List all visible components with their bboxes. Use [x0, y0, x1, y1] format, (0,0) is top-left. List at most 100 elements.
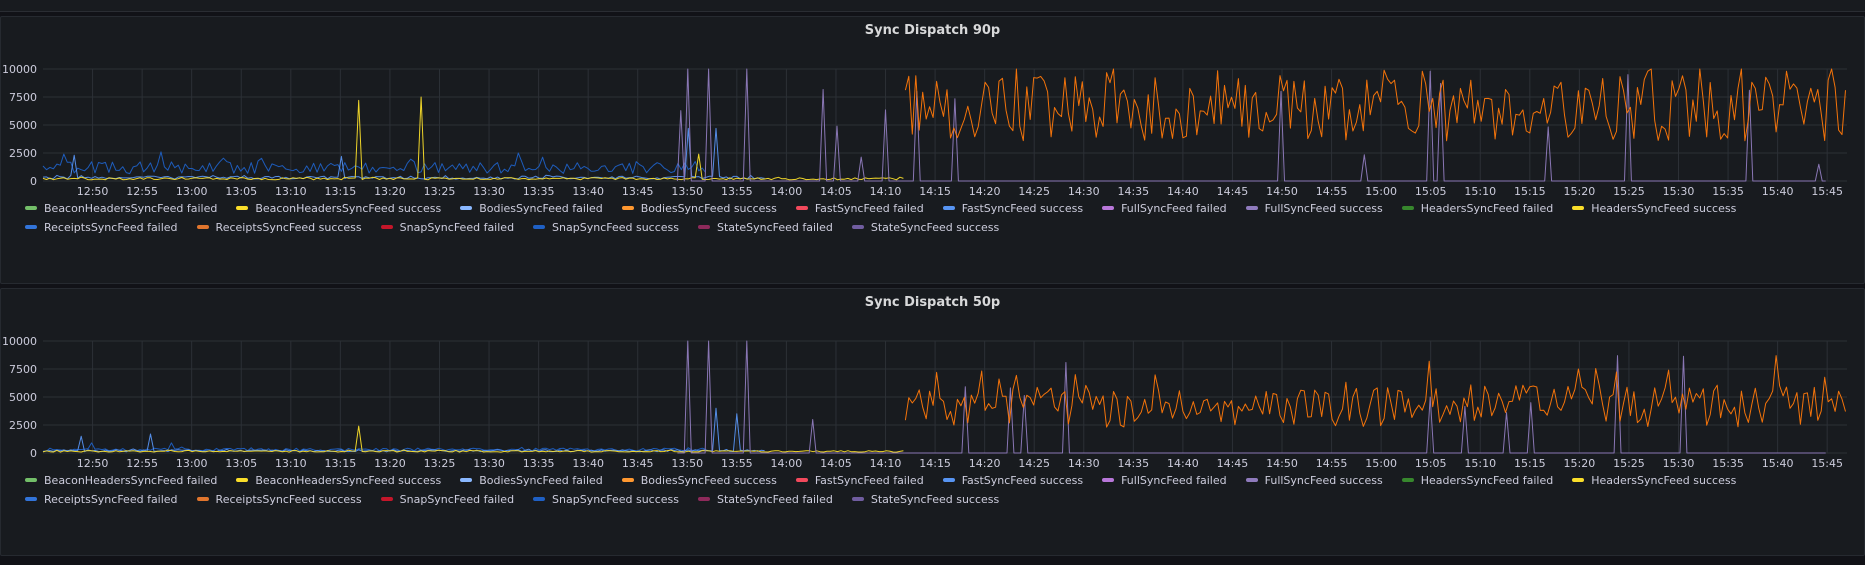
legend-item[interactable]: StateSyncFeed failed — [698, 492, 833, 506]
x-tick-label: 14:50 — [1266, 457, 1298, 470]
legend-item[interactable]: ReceiptsSyncFeed failed — [25, 492, 178, 506]
legend-item[interactable]: BeaconHeadersSyncFeed success — [236, 201, 441, 215]
legend-label: SnapSyncFeed success — [552, 220, 680, 234]
legend-label: ReceiptsSyncFeed success — [215, 220, 362, 234]
legend-item[interactable]: StateSyncFeed failed — [698, 220, 833, 234]
x-tick-label: 14:45 — [1217, 457, 1249, 470]
legend-swatch — [196, 225, 209, 229]
chart-sync-dispatch-90p[interactable]: 10000 7500 5000 2500 0 12:50 12:55 13:00 13:05 13… — [1, 17, 1864, 233]
legend-label: StateSyncFeed success — [870, 492, 1000, 506]
x-tick-label: 14:15 — [919, 457, 951, 470]
x-tick-label: 15:30 — [1663, 457, 1695, 470]
series-line-fastsyncfeed-success[interactable] — [42, 127, 765, 180]
legend-label: HeadersSyncFeed success — [1591, 201, 1737, 215]
legend-item[interactable]: SnapSyncFeed failed — [380, 220, 514, 234]
series-line-statesyncfeed-success[interactable] — [677, 340, 1826, 454]
legend-swatch — [380, 497, 393, 501]
x-tick-label: 14:00 — [771, 457, 803, 470]
legend-swatch — [460, 206, 473, 210]
x-tick-label: 14:10 — [870, 185, 902, 198]
legend-label: FastSyncFeed success — [961, 201, 1084, 215]
legend-label: FastSyncFeed success — [961, 473, 1084, 487]
x-tick-label: 14:20 — [969, 185, 1001, 198]
y-tick-label: 0 — [30, 447, 37, 460]
legend-item[interactable]: SnapSyncFeed success — [533, 220, 679, 234]
legend-swatch — [698, 497, 711, 501]
legend-label: FastSyncFeed failed — [814, 473, 924, 487]
legend-swatch — [942, 478, 955, 482]
legend-item[interactable]: FullSyncFeed success — [1245, 201, 1383, 215]
x-tick-label: 13:50 — [671, 457, 703, 470]
y-tick-label: 2500 — [9, 147, 37, 160]
panel-title[interactable]: Sync Dispatch 90p — [864, 23, 1001, 38]
x-tick-label: 15:20 — [1564, 185, 1596, 198]
legend-item[interactable]: BeaconHeadersSyncFeed failed — [25, 201, 217, 215]
legend-item[interactable]: FullSyncFeed success — [1245, 473, 1383, 487]
x-tick-label: 15:00 — [1365, 457, 1397, 470]
chart-sync-dispatch-50p[interactable]: 10000 7500 5000 2500 0 12:50 12:55 13:00 13:05 13… — [1, 289, 1864, 505]
series-line-fastsyncfeed-success[interactable] — [42, 407, 765, 453]
x-tick-label: 15:45 — [1811, 185, 1843, 198]
legend-label: FastSyncFeed failed — [814, 201, 924, 215]
legend-item[interactable]: ReceiptsSyncFeed success — [196, 492, 362, 506]
y-tick-label: 5000 — [9, 119, 37, 132]
legend-swatch — [795, 478, 808, 482]
legend-item[interactable]: StateSyncFeed success — [851, 492, 1000, 506]
x-tick-label: 13:55 — [721, 185, 753, 198]
legend-item[interactable]: FastSyncFeed success — [942, 201, 1084, 215]
x-tick-label: 15:00 — [1365, 185, 1397, 198]
legend-swatch — [533, 225, 546, 229]
panel-title[interactable]: Sync Dispatch 50p — [864, 295, 1001, 310]
legend-item[interactable]: SnapSyncFeed failed — [380, 492, 514, 506]
legend-item[interactable]: SnapSyncFeed success — [533, 492, 679, 506]
legend-item[interactable]: BeaconHeadersSyncFeed success — [236, 473, 441, 487]
legend-swatch — [795, 206, 808, 210]
y-tick-label: 0 — [30, 175, 37, 188]
series-line-snapsyncfeed-success[interactable] — [42, 151, 706, 175]
legend-item[interactable]: BodiesSyncFeed success — [621, 473, 777, 487]
legend-item[interactable]: ReceiptsSyncFeed success — [196, 220, 362, 234]
legend-item[interactable]: BeaconHeadersSyncFeed failed — [25, 473, 217, 487]
legend-item[interactable]: FullSyncFeed failed — [1102, 201, 1227, 215]
y-tick-label: 2500 — [9, 419, 37, 432]
legend-label: FullSyncFeed success — [1264, 201, 1383, 215]
legend-label: StateSyncFeed failed — [717, 220, 833, 234]
y-tick-label: 10000 — [2, 63, 37, 76]
legend-swatch — [1572, 478, 1585, 482]
x-tick-label: 15:25 — [1613, 185, 1645, 198]
legend-item[interactable]: StateSyncFeed success — [851, 220, 999, 234]
series-line-receiptssyncfeed-success[interactable] — [904, 68, 1846, 142]
legend-item[interactable]: BodiesSyncFeed success — [621, 201, 777, 215]
series-line-statesyncfeed-success[interactable] — [676, 68, 1826, 182]
x-tick-label: 13:00 — [176, 185, 208, 198]
legend-item[interactable]: HeadersSyncFeed success — [1572, 473, 1736, 487]
legend-item[interactable]: BodiesSyncFeed failed — [460, 473, 603, 487]
legend-label: HeadersSyncFeed failed — [1420, 473, 1554, 487]
x-tick-label: 13:50 — [671, 185, 703, 198]
legend-swatch — [1102, 478, 1115, 482]
legend-item[interactable]: HeadersSyncFeed success — [1572, 201, 1736, 215]
x-tick-label: 14:30 — [1068, 457, 1100, 470]
series-line-receiptssyncfeed-success[interactable] — [904, 355, 1846, 428]
legend-item[interactable]: HeadersSyncFeed failed — [1401, 201, 1553, 215]
x-tick-label: 15:40 — [1762, 457, 1794, 470]
legend-swatch — [1401, 206, 1414, 210]
legend-label: FullSyncFeed failed — [1121, 201, 1227, 215]
legend-item[interactable]: BodiesSyncFeed failed — [460, 201, 603, 215]
x-tick-label: 15:20 — [1564, 457, 1596, 470]
legend-item[interactable]: FullSyncFeed failed — [1102, 473, 1227, 487]
legend-item[interactable]: FastSyncFeed failed — [795, 473, 924, 487]
legend-item[interactable]: FastSyncFeed failed — [795, 201, 924, 215]
legend-item[interactable]: HeadersSyncFeed failed — [1401, 473, 1554, 487]
legend-swatch — [1245, 478, 1258, 482]
legend-item[interactable]: ReceiptsSyncFeed failed — [25, 220, 178, 234]
x-tick-label: 13:25 — [424, 457, 456, 470]
legend-item[interactable]: FastSyncFeed success — [942, 473, 1084, 487]
x-tick-label: 13:30 — [473, 185, 505, 198]
x-tick-label: 12:55 — [126, 457, 158, 470]
x-tick-label: 14:05 — [820, 457, 852, 470]
x-tick-label: 14:35 — [1117, 457, 1149, 470]
series-line-beaconheaderssyncfeed-success[interactable] — [42, 96, 904, 181]
legend-label: ReceiptsSyncFeed failed — [44, 220, 178, 234]
series-line-beaconheaderssyncfeed-success[interactable] — [42, 425, 904, 453]
